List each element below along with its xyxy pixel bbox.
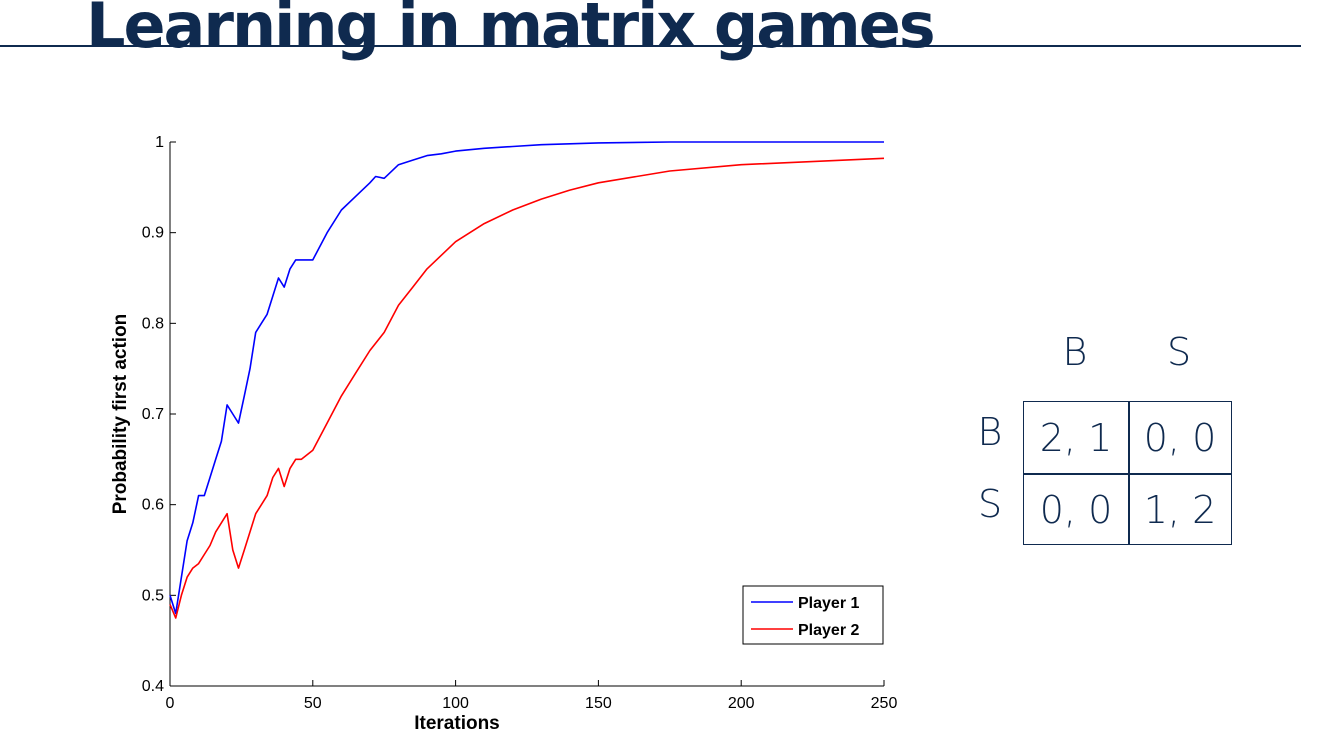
legend-label-1: Player 1: [798, 595, 859, 612]
grid-horizontal-divider: [1024, 473, 1231, 475]
series-line-1: [169, 141, 884, 615]
y-tick-label: 1: [155, 134, 164, 151]
title-divider: [0, 45, 1301, 47]
slide-title: Learning in matrix games: [86, 0, 936, 62]
chart-legend: Player 1 Player 2: [742, 585, 884, 645]
payoff-grid: 2, 1 0, 0 0, 0 1, 2: [1023, 401, 1232, 545]
x-tick-label: 0: [166, 695, 175, 712]
x-axis-label: Iterations: [414, 713, 500, 734]
y-tick-label: 0.7: [142, 406, 164, 423]
y-tick-label: 0.9: [142, 225, 164, 242]
cell-b-s: 0, 0: [1143, 416, 1217, 460]
x-tick-label: 200: [728, 695, 755, 712]
y-tick-label: 0.5: [142, 587, 164, 604]
cell-s-b: 0, 0: [1039, 488, 1113, 532]
y-axis-label: Probability first action: [110, 314, 131, 515]
y-tick-label: 0.4: [142, 678, 164, 695]
col-header-b: B: [1062, 330, 1088, 374]
row-header-b: B: [977, 410, 1003, 454]
x-tick-label: 50: [304, 695, 322, 712]
x-tick-label: 100: [442, 695, 469, 712]
y-tick-label: 0.8: [142, 315, 164, 332]
y-tick-label: 0.6: [142, 497, 164, 514]
x-tick-label: 150: [585, 695, 612, 712]
chart-series: [169, 141, 885, 619]
series-line-2: [169, 157, 885, 619]
cell-b-b: 2, 1: [1039, 416, 1113, 460]
cell-s-s: 1, 2: [1143, 488, 1217, 532]
x-tick-label: 250: [871, 695, 898, 712]
col-header-s: S: [1166, 330, 1192, 374]
legend-box: [742, 585, 884, 645]
legend-label-2: Player 2: [798, 622, 859, 639]
row-header-s: S: [977, 482, 1003, 526]
